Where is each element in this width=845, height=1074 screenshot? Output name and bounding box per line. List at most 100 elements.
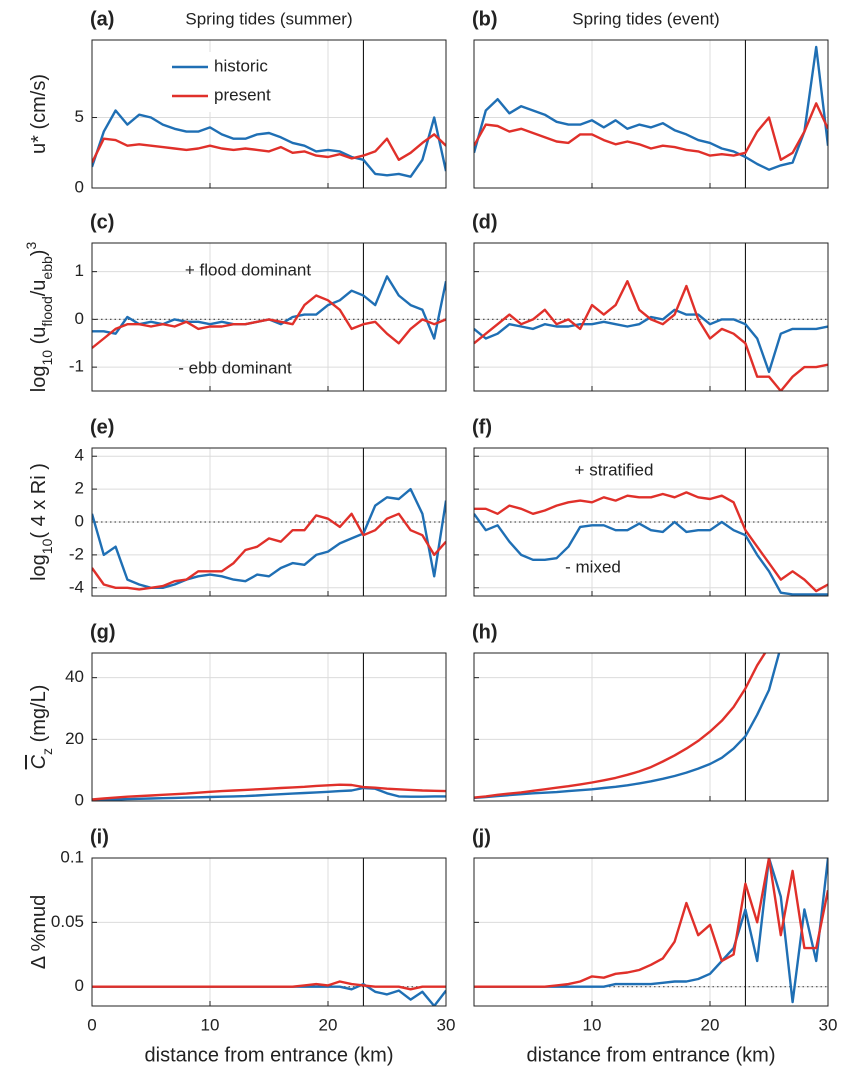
y-label-part: log bbox=[28, 554, 50, 581]
panel: 0 10 20 30 0 0.05 0.1 (i) distance from entrance… bbox=[28, 826, 455, 1066]
x-axis-label: distance from entrance (km) bbox=[527, 1044, 776, 1066]
y-tick-label: 0 bbox=[75, 309, 84, 328]
series-line bbox=[474, 45, 828, 171]
y-tick-label: -2 bbox=[69, 544, 84, 563]
y-label-part: C bbox=[28, 754, 50, 769]
y-tick-label: 0 bbox=[75, 790, 84, 809]
y-label-part: 3 bbox=[23, 242, 39, 250]
y-axis-label: log10( 4 x Ri ) bbox=[28, 463, 54, 581]
series-line bbox=[92, 275, 446, 340]
y-label-part: ebb bbox=[39, 256, 55, 280]
y-tick-label: 0.05 bbox=[51, 912, 84, 931]
y-tick-label: 1 bbox=[75, 261, 84, 280]
plot-frame bbox=[473, 242, 829, 392]
y-tick-label: 0.1 bbox=[60, 847, 84, 866]
plot-frame bbox=[473, 39, 829, 189]
plot-frame bbox=[91, 242, 447, 392]
y-label-part: flood bbox=[39, 296, 55, 326]
annotation: - ebb dominant bbox=[178, 358, 292, 377]
series-line bbox=[474, 280, 828, 391]
panel-title: (e) bbox=[90, 416, 114, 438]
y-label-part: ( 4 x Ri ) bbox=[28, 463, 50, 539]
series-line bbox=[474, 653, 767, 799]
lines bbox=[92, 275, 446, 349]
lines bbox=[474, 45, 828, 171]
legend-label: present bbox=[214, 85, 271, 104]
y-axis-label: Δ %mud bbox=[28, 895, 50, 970]
panel: (h) bbox=[472, 621, 829, 802]
series-line bbox=[92, 783, 446, 801]
panel-title: (f) bbox=[472, 416, 492, 438]
y-tick-label: 2 bbox=[75, 479, 84, 498]
x-tick-label: 30 bbox=[819, 1015, 838, 1034]
legend-label: historic bbox=[214, 56, 268, 75]
lines bbox=[92, 980, 446, 1006]
series-line bbox=[474, 653, 781, 800]
panel-title: (g) bbox=[90, 621, 116, 643]
lines bbox=[92, 783, 446, 801]
series-line bbox=[92, 786, 446, 801]
panel-title: (c) bbox=[90, 211, 114, 233]
y-label-part: 10 bbox=[39, 538, 55, 554]
y-label-part: log bbox=[28, 366, 50, 393]
y-axis-label: u* (cm/s) bbox=[28, 74, 50, 154]
x-tick-label: 10 bbox=[201, 1015, 220, 1034]
y-tick-label: -1 bbox=[69, 357, 84, 376]
lines bbox=[474, 653, 781, 800]
y-label-part: /u bbox=[28, 280, 50, 297]
y-axis-label: Cz (mg/L) bbox=[28, 685, 54, 770]
plot-frame bbox=[473, 447, 829, 597]
x-tick-label: 20 bbox=[701, 1015, 720, 1034]
annotation: + flood dominant bbox=[185, 260, 311, 279]
x-tick-label: 10 bbox=[583, 1015, 602, 1034]
panel: 0 5 (a) Spring tides (summer) u* (cm/s) histo… bbox=[28, 8, 447, 196]
lines bbox=[474, 858, 828, 1004]
x-tick-label: 30 bbox=[437, 1015, 456, 1034]
y-tick-label: 40 bbox=[65, 667, 84, 686]
series-line bbox=[474, 102, 828, 161]
y-tick-label: 4 bbox=[75, 446, 84, 465]
series-line bbox=[92, 294, 446, 349]
series-line bbox=[474, 491, 828, 593]
series-line bbox=[92, 512, 446, 591]
y-label-part: (u bbox=[28, 327, 50, 350]
plot-frame bbox=[91, 39, 447, 189]
lines bbox=[474, 280, 828, 391]
series-line bbox=[474, 513, 828, 596]
panel: -4 -2 0 2 4 (e) log10( 4 x Ri ) bbox=[28, 416, 447, 597]
series-line bbox=[92, 980, 446, 991]
y-tick-label: 0 bbox=[75, 511, 84, 530]
panel: 0 20 40 (g) Cz (mg/L) bbox=[28, 621, 447, 809]
panel: 10 20 30 (j) distance from entrance (km) bbox=[472, 826, 837, 1066]
y-tick-label: 5 bbox=[75, 107, 84, 126]
y-label-part: 10 bbox=[39, 350, 55, 366]
panel: (f) + stratified - mixed bbox=[472, 416, 829, 597]
x-tick-label: 0 bbox=[87, 1015, 96, 1034]
panel-title: (b) bbox=[472, 8, 498, 30]
panel-title: (a) bbox=[90, 8, 114, 30]
annotation: + stratified bbox=[575, 460, 654, 479]
plot-frame bbox=[91, 857, 447, 1007]
series-line bbox=[474, 308, 828, 374]
y-axis-label: log10 (uflood/uebb)3 bbox=[23, 242, 55, 393]
series-line bbox=[474, 858, 828, 1004]
y-tick-label: 0 bbox=[75, 976, 84, 995]
y-label-part: ) bbox=[28, 250, 50, 257]
column-title: Spring tides (summer) bbox=[185, 9, 352, 28]
y-tick-label: 20 bbox=[65, 729, 84, 748]
annotation: - mixed bbox=[565, 557, 621, 576]
y-tick-label: 0 bbox=[75, 177, 84, 196]
panel: -1 0 1 (c) log10 (uflood/uebb)3 + flood domin… bbox=[23, 211, 447, 393]
panel-title: (j) bbox=[472, 826, 491, 848]
y-label-part: (mg/L) bbox=[28, 685, 50, 748]
plot-frame bbox=[473, 652, 829, 802]
panel-title: (i) bbox=[90, 826, 109, 848]
series-line bbox=[474, 858, 828, 988]
y-label-part: Δ %mud bbox=[28, 895, 50, 970]
column-title: Spring tides (event) bbox=[572, 9, 719, 28]
x-axis-label: distance from entrance (km) bbox=[145, 1044, 394, 1066]
legend-box bbox=[160, 52, 286, 112]
y-label-part: z bbox=[39, 748, 55, 755]
panel-title: (d) bbox=[472, 211, 498, 233]
